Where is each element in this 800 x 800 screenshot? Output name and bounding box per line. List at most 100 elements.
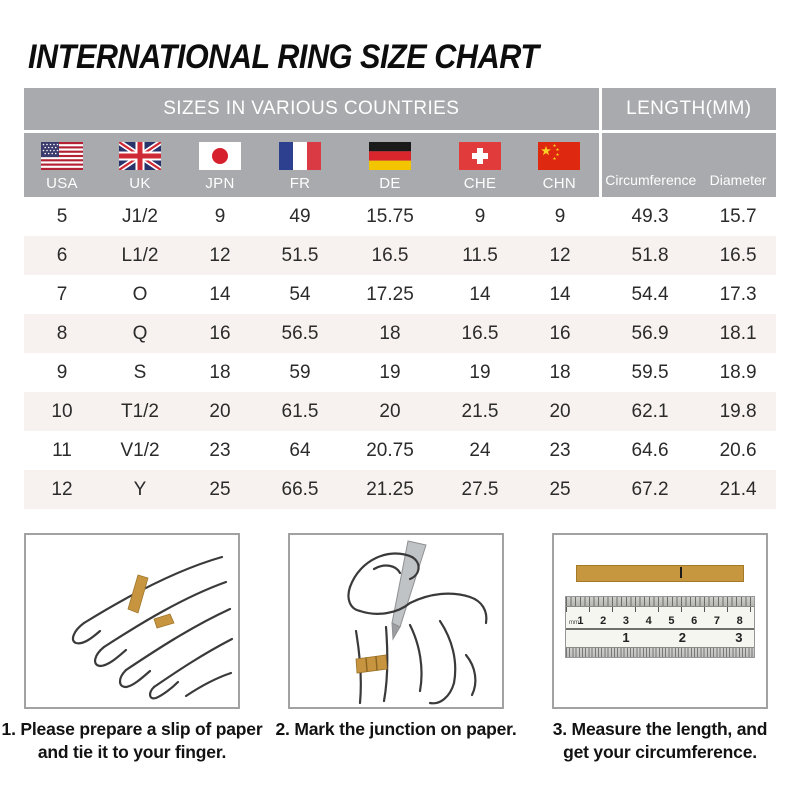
ruler-inch-number: 2: [678, 630, 687, 645]
size-cell-diameter: 18.9: [719, 361, 757, 383]
size-cell-fr: 61.5: [281, 400, 319, 422]
size-cell-uk: J1/2: [122, 205, 158, 227]
size-cell-chn: 20: [549, 400, 571, 422]
size-cell-circumference: 62.1: [631, 400, 669, 422]
size-cell-chn: 23: [549, 439, 571, 461]
table-row: 11 V1/2 23 64 20.75 24 23 64.6 20.6: [24, 431, 776, 470]
country-code-label: FR: [289, 174, 311, 192]
size-cell-de: 20: [379, 400, 401, 422]
country-code-label: JPN: [205, 174, 235, 192]
size-cell-che: 9: [474, 205, 486, 227]
step2-illustration-box: [288, 533, 504, 709]
step2-caption: 2. Mark the junction on paper.: [275, 719, 517, 739]
size-cell-jpn: 9: [214, 205, 226, 227]
size-cell-diameter: 21.4: [719, 478, 757, 500]
size-cell-chn: 14: [549, 283, 571, 305]
size-cell-fr: 66.5: [281, 478, 319, 500]
size-cell-usa: 9: [56, 361, 68, 383]
china-flag-icon: [538, 141, 581, 170]
table-row: 9 S 18 59 19 19 18 59.5 18.9: [24, 353, 776, 392]
size-cell-de: 17.25: [366, 283, 414, 305]
size-cell-chn: 12: [549, 244, 571, 266]
size-cell-circumference: 56.9: [631, 322, 669, 344]
size-cell-circumference: 54.4: [631, 283, 669, 305]
ruler-cm-number: 7: [713, 615, 720, 627]
table-row: 8 Q 16 56.5 18 16.5 16 56.9 18.1: [24, 314, 777, 353]
ruler-inch-number: 1: [622, 630, 630, 645]
table-row: 7 O 14 54 17.25 14 14 54.4 17.3: [24, 275, 776, 314]
column-header-uk: UK: [100, 131, 180, 197]
column-header-chn: CHN: [520, 131, 601, 197]
column-header-circumference: Circumference: [598, 131, 701, 197]
size-cell-uk: T1/2: [120, 400, 160, 422]
size-cell-che: 27.5: [461, 478, 499, 500]
size-cell-chn: 18: [549, 361, 571, 383]
size-cell-circumference: 49.3: [631, 205, 669, 227]
ruler-cm-number: 6: [691, 615, 698, 627]
size-cell-de: 19: [379, 361, 401, 383]
ruler-illustration: mm 1 2 3 4 5 6 7 8 1 2 3: [565, 596, 755, 658]
size-cell-de: 21.25: [366, 478, 414, 500]
size-cell-che: 14: [469, 283, 491, 305]
sizes-group-header: SIZES IN VARIOUS COUNTRIES: [24, 88, 601, 133]
size-cell-uk: Q: [132, 322, 148, 344]
column-header-usa: USA: [24, 131, 100, 197]
diameter-label: Diameter: [709, 172, 767, 188]
size-cell-circumference: 67.2: [631, 478, 669, 500]
hand-with-paper-illustration: [71, 555, 234, 700]
country-code-label: UK: [129, 174, 151, 192]
size-cell-diameter: 16.5: [719, 244, 757, 266]
size-cell-chn: 9: [554, 205, 566, 227]
ruler-inch-numbers: 1 2 3: [566, 628, 754, 647]
ruler-cm-number: 8: [736, 615, 743, 627]
size-cell-usa: 5: [56, 205, 68, 227]
size-cell-diameter: 18.1: [719, 322, 757, 344]
ruler-cm-number: 3: [622, 615, 629, 627]
usa-flag-icon: [41, 141, 83, 170]
size-table-body: 5 J1/2 9 49 15.75 9 9 49.3 15.7 6 L1/2 12 51.5 16.5 11…: [24, 197, 777, 509]
ruler-cm-number: 5: [668, 615, 675, 627]
ruler-cm-number: 4: [645, 615, 652, 627]
junction-mark: [679, 567, 682, 578]
size-cell-chn: 16: [549, 322, 571, 344]
size-cell-de: 15.75: [366, 205, 414, 227]
table-row: 10 T1/2 20 61.5 20 21.5 20 62.1 19.8: [24, 392, 777, 431]
instruction-step-3: mm 1 2 3 4 5 6 7 8 1 2 3 3. Measure the length, a…: [552, 533, 768, 764]
size-cell-diameter: 19.8: [719, 400, 757, 422]
size-cell-usa: 8: [56, 322, 68, 344]
marking-junction-illustration: [347, 540, 488, 705]
size-cell-fr: 56.5: [281, 322, 319, 344]
size-cell-jpn: 14: [209, 283, 231, 305]
ruler-fine-ticks-top: [566, 597, 754, 607]
size-cell-fr: 64: [289, 439, 311, 461]
size-cell-uk: L1/2: [121, 244, 159, 266]
column-header-fr: FR: [260, 131, 340, 197]
size-cell-fr: 49: [289, 205, 311, 227]
size-cell-jpn: 25: [209, 478, 231, 500]
size-cell-che: 21.5: [461, 400, 499, 422]
size-cell-diameter: 15.7: [719, 205, 757, 227]
step3-illustration-box: mm 1 2 3 4 5 6 7 8 1 2 3: [552, 533, 768, 709]
size-cell-usa: 7: [56, 283, 68, 305]
uk-flag-icon: [119, 141, 161, 170]
size-cell-jpn: 16: [209, 322, 231, 344]
size-cell-circumference: 59.5: [631, 361, 669, 383]
ring-size-table: SIZES IN VARIOUS COUNTRIES LENGTH(MM): [24, 88, 777, 509]
ruler-cm-number: 1: [577, 615, 584, 627]
size-cell-jpn: 12: [209, 244, 231, 266]
step1-illustration-box: [24, 533, 240, 709]
size-cell-uk: V1/2: [120, 439, 160, 461]
country-code-label: CHE: [463, 174, 497, 192]
ruler-fine-ticks-bottom: [566, 647, 754, 657]
size-cell-usa: 11: [52, 439, 72, 461]
size-cell-de: 20.75: [366, 439, 414, 461]
size-cell-jpn: 20: [209, 400, 231, 422]
size-cell-fr: 59: [289, 361, 311, 383]
step1-caption: 1. Please prepare a slip of paper and ti…: [1, 719, 263, 763]
column-header-diameter: Diameter: [700, 131, 777, 197]
size-cell-jpn: 23: [209, 439, 231, 461]
size-cell-usa: 6: [56, 244, 68, 266]
instruction-step-2: 2. Mark the junction on paper.: [276, 533, 517, 741]
size-cell-usa: 10: [51, 400, 73, 422]
